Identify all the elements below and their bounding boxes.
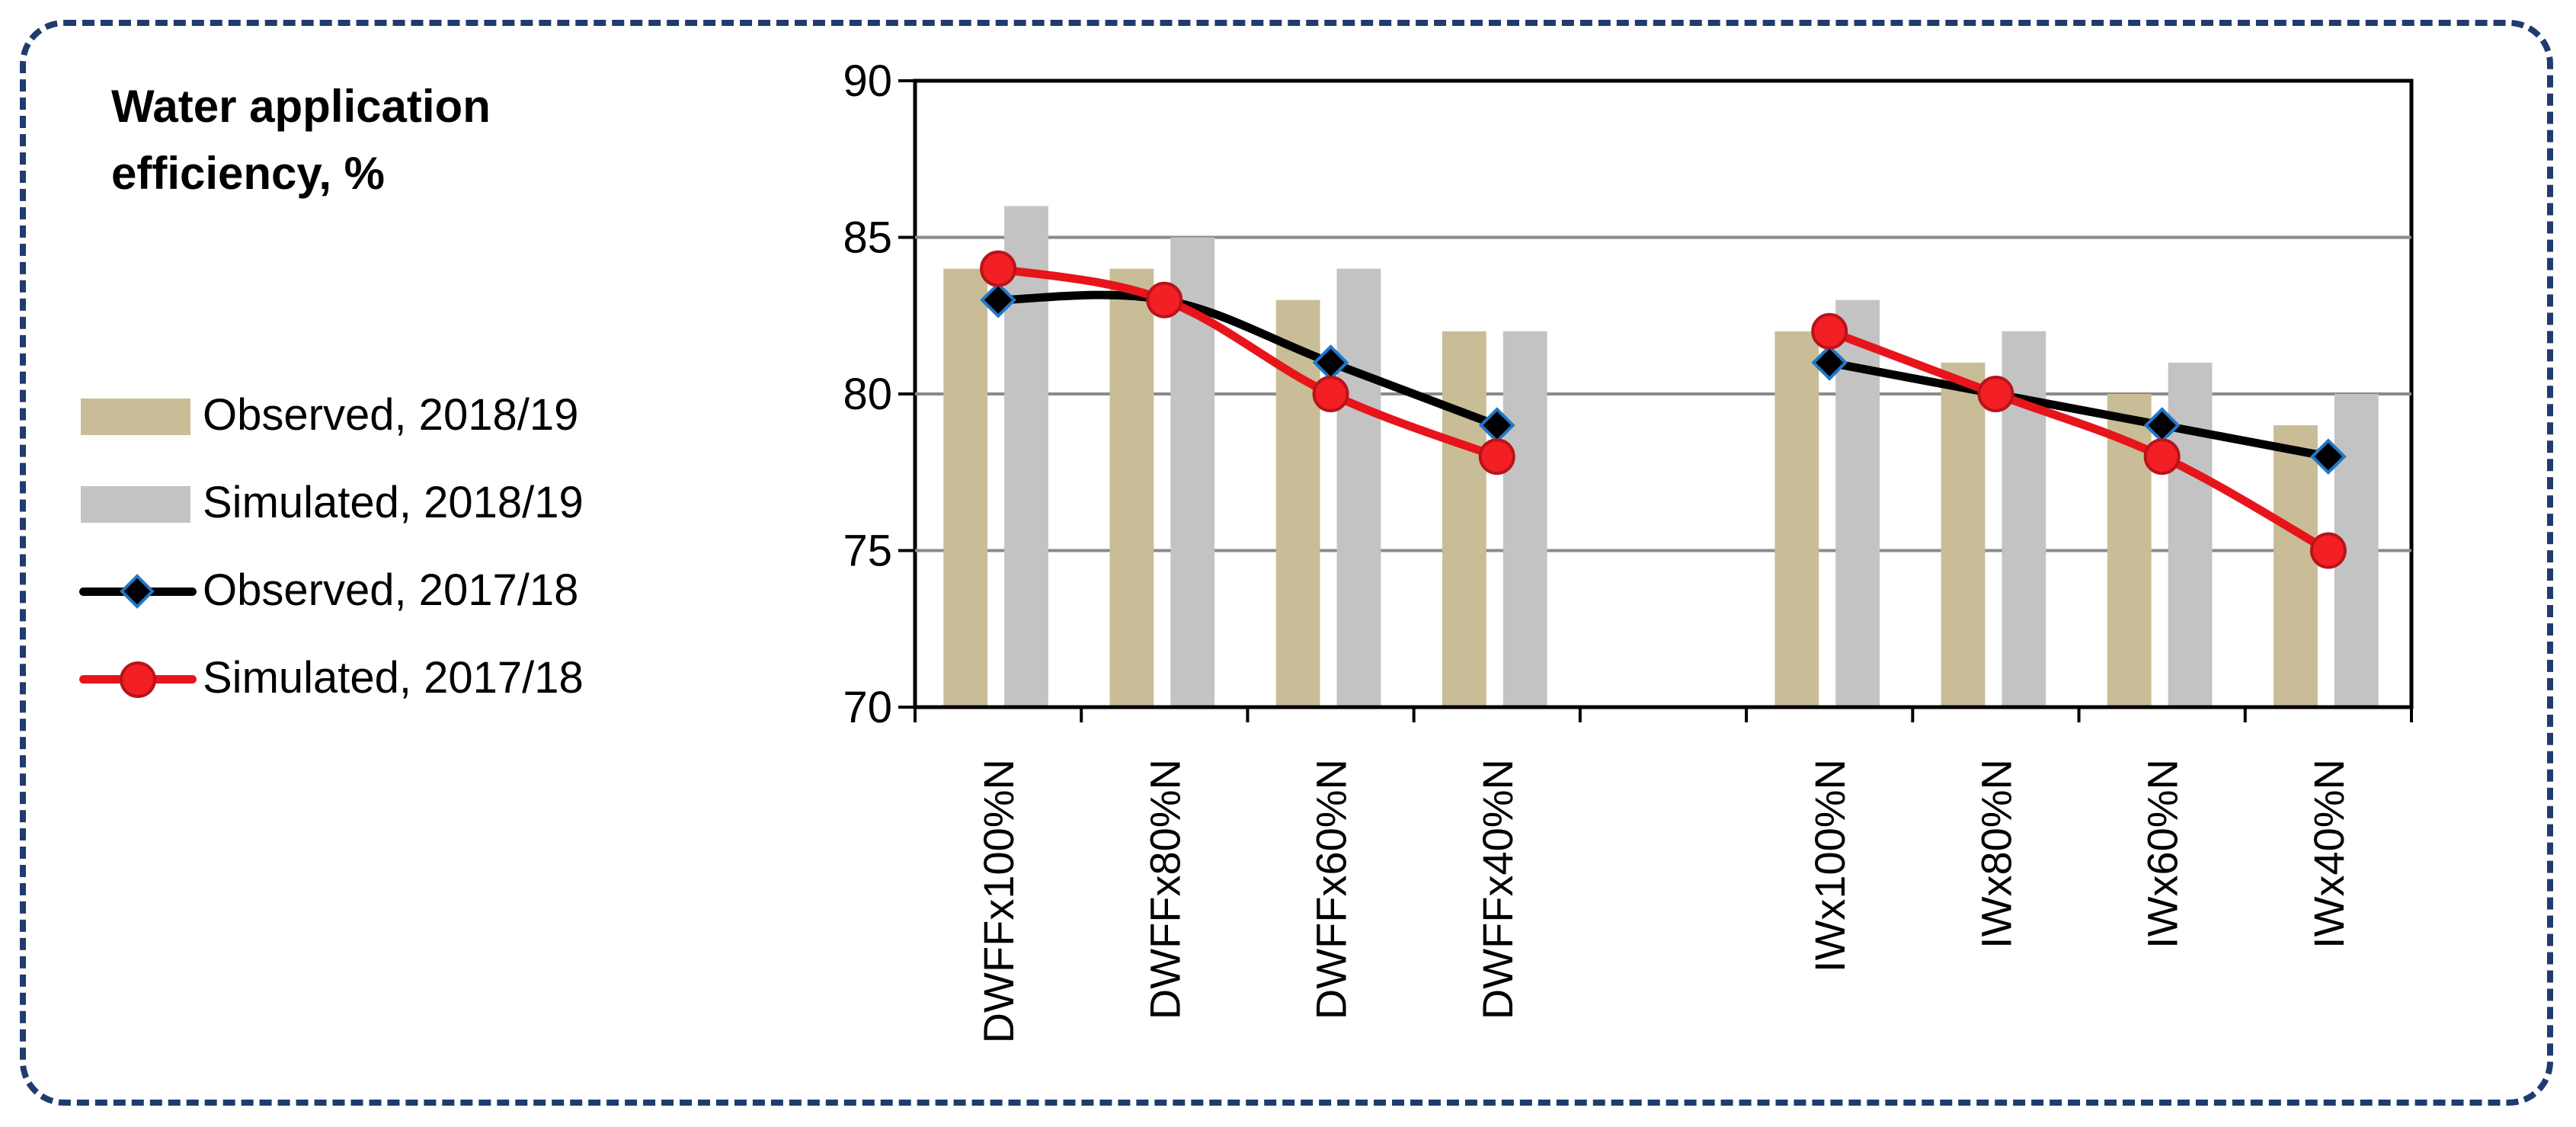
bar [1275,299,1320,707]
x-tick-label: DWFFx60%N [1307,759,1355,1020]
legend-swatch-observed-2018 [81,399,190,435]
y-tick-label: 70 [843,683,892,732]
legend-label-observed-2018: Observed, 2018/19 [203,390,579,440]
circle-marker [1478,438,1515,475]
diamond-marker [2310,438,2347,475]
legend-item-observed-2017: Observed, 2017/18 [70,560,756,621]
circle-marker [2309,532,2347,569]
legend-label-observed-2017: Observed, 2017/18 [203,565,579,615]
x-tick-label: DWFFx80%N [1141,759,1189,1020]
circle-marker [1977,376,2014,412]
y-tick-label: 90 [843,56,892,106]
circle-marker [2143,438,2181,475]
bar [1004,206,1048,707]
series-line [1825,358,2333,461]
series-line [994,264,1502,461]
x-tick-label: IWx40%N [2305,759,2353,949]
legend-item-observed-2018: Observed, 2018/19 [70,385,756,446]
diamond-marker [1811,344,1848,381]
series-line [994,290,1502,430]
bar [943,268,988,708]
bar [1336,268,1381,708]
legend-item-simulated-2018: Simulated, 2018/19 [70,472,756,533]
series-line [1825,327,2333,555]
legend-label-simulated-2017: Simulated, 2017/18 [203,653,584,703]
bar [1774,331,1819,707]
bar [1109,268,1154,708]
diamond-marker-icon [120,574,155,609]
x-tick-label: DWFFx40%N [1474,759,1522,1020]
bar [1442,331,1486,707]
circle-marker [980,250,1017,287]
bar [2274,425,2318,707]
bar [1502,331,1547,707]
legend-swatch-simulated-2018 [81,486,190,523]
bar [1941,362,1986,707]
x-tick-label: IWx100%N [1806,759,1854,972]
chart-frame [20,20,2553,1106]
circle-marker [1146,281,1183,319]
circle-marker [1811,312,1848,350]
bar [2168,362,2213,707]
x-tick-label: IWx60%N [2139,759,2187,949]
x-tick-label: DWFFx100%N [974,759,1022,1043]
circle-marker-icon [120,661,156,698]
legend-item-simulated-2017: Simulated, 2017/18 [70,648,756,709]
legend-label-simulated-2018: Simulated, 2018/19 [203,478,584,527]
x-tick-label: IWx80%N [1972,759,2020,949]
chart-title: Water application efficiency, % [111,81,491,199]
y-tick-label: 85 [843,213,892,263]
y-tick-label: 75 [843,527,892,576]
circle-marker [1312,376,1349,412]
y-tick-label: 80 [843,370,892,419]
diamond-marker [980,281,1016,319]
